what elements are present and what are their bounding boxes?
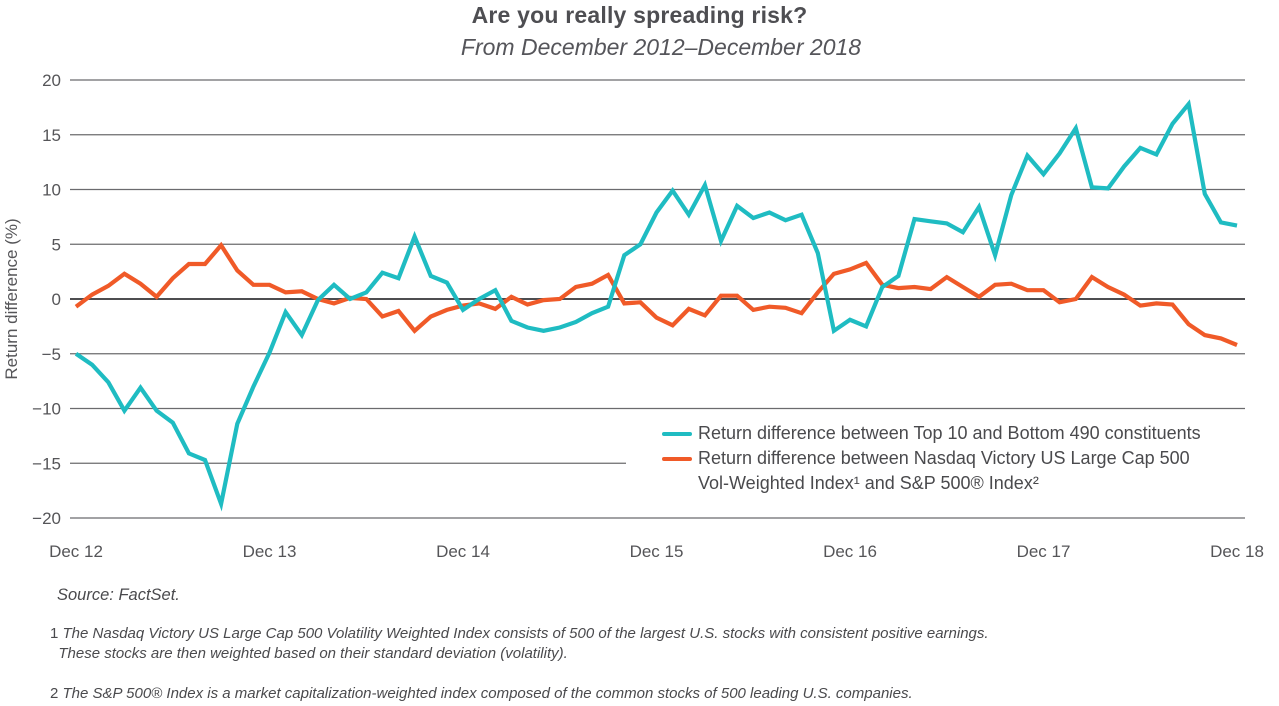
footnote-text: The S&P 500® Index is a market capitaliz… bbox=[62, 685, 913, 702]
y-tick-label: 0 bbox=[52, 290, 61, 309]
gridlines bbox=[70, 79, 1245, 519]
x-tick-label: Dec 17 bbox=[1017, 542, 1071, 561]
legend-item-vol-weighted: Return difference between Nasdaq Victory… bbox=[662, 446, 1201, 496]
y-tick-label: 10 bbox=[42, 181, 61, 200]
footnote-text: The Nasdaq Victory US Large Cap 500 Vola… bbox=[62, 625, 989, 642]
x-tick-label: Dec 15 bbox=[630, 542, 684, 561]
legend-swatch-teal bbox=[662, 432, 692, 436]
y-tick-label: −20 bbox=[32, 509, 61, 528]
x-tick-label: Dec 16 bbox=[823, 542, 877, 561]
footnote-number: 1 bbox=[50, 625, 59, 642]
legend-item-top10: Return difference between Top 10 and Bot… bbox=[662, 421, 1201, 446]
y-tick-label: 15 bbox=[42, 126, 61, 145]
x-tick-label: Dec 12 bbox=[49, 542, 103, 561]
x-tick-label: Dec 13 bbox=[243, 542, 297, 561]
series-line-volweighted-vs-sp500 bbox=[74, 241, 1238, 347]
legend-label-line2: Vol-Weighted Index¹ and S&P 500® Index² bbox=[698, 473, 1039, 493]
legend-label: Return difference between Top 10 and Bot… bbox=[698, 423, 1201, 443]
series-lines bbox=[74, 99, 1238, 512]
y-tick-label: −10 bbox=[32, 400, 61, 419]
y-tick-label: −5 bbox=[42, 345, 61, 364]
x-tick-label: Dec 18 bbox=[1210, 542, 1264, 561]
footnote-2: 2 The S&P 500® Index is a market capital… bbox=[50, 684, 913, 704]
footnote-1: 1 The Nasdaq Victory US Large Cap 500 Vo… bbox=[50, 624, 989, 664]
y-axis-ticks: 20 15 10 5 0 −5 −10 −15 −20 bbox=[32, 71, 61, 528]
source-note: Source: FactSet. bbox=[57, 586, 180, 604]
y-axis-label: Return difference (%) bbox=[2, 218, 21, 379]
footnote-number: 2 bbox=[50, 685, 59, 702]
legend-swatch-orange bbox=[662, 457, 692, 461]
chart-subtitle: From December 2012–December 2018 bbox=[460, 34, 862, 60]
x-tick-label: Dec 14 bbox=[436, 542, 490, 561]
legend-label: Return difference between Nasdaq Victory… bbox=[698, 446, 1190, 496]
legend: Return difference between Top 10 and Bot… bbox=[662, 421, 1201, 496]
legend-label-line1: Return difference between Nasdaq Victory… bbox=[698, 448, 1190, 468]
footnote-text: These stocks are then weighted based on … bbox=[58, 645, 568, 662]
chart-title: Are you really spreading risk? bbox=[471, 2, 808, 28]
x-axis-ticks: Dec 12 Dec 13 Dec 14 Dec 15 Dec 16 Dec 17 Dec … bbox=[49, 542, 1264, 561]
y-tick-label: −15 bbox=[32, 454, 61, 473]
y-tick-label: 5 bbox=[52, 235, 61, 254]
y-tick-label: 20 bbox=[42, 71, 61, 90]
